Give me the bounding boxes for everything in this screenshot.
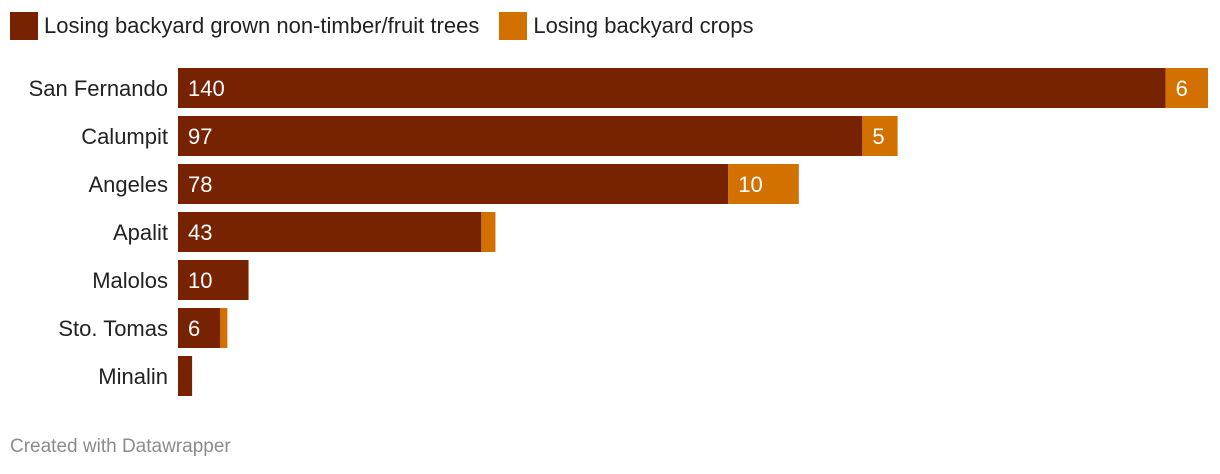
value-label-crops-angeles: 10 — [738, 172, 762, 197]
legend-label-trees: Losing backyard grown non-timber/fruit t… — [44, 13, 480, 38]
category-label-malolos: Malolos — [92, 268, 168, 293]
category-label-calumpit: Calumpit — [81, 124, 168, 149]
bar-crops-apalit — [481, 212, 496, 252]
chart-legend: Losing backyard grown non-timber/fruit t… — [10, 12, 773, 40]
bar-crops-calumpit — [862, 116, 898, 156]
legend-swatch-trees — [10, 12, 38, 40]
value-label-trees-angeles: 78 — [188, 172, 212, 197]
category-label-angeles: Angeles — [88, 172, 168, 197]
value-label-trees-malolos: 10 — [188, 268, 212, 293]
bar-crops-sto-tomas — [220, 308, 228, 348]
bar-trees-calumpit — [178, 116, 863, 156]
value-label-trees-sto-tomas: 6 — [188, 316, 200, 341]
category-label-apalit: Apalit — [113, 220, 168, 245]
legend-swatch-crops — [499, 12, 528, 40]
bar-trees-apalit — [178, 212, 482, 252]
stacked-bar-chart: San Fernando 140 6 Calumpit 97 5 Angeles 78 10 Ap… — [29, 68, 1208, 396]
value-label-trees-calumpit: 97 — [188, 124, 212, 149]
legend-item-trees: Losing backyard grown non-timber/fruit t… — [10, 12, 479, 40]
category-label-san-fernando: San Fernando — [29, 76, 168, 101]
legend-item-crops: Losing backyard crops — [499, 12, 753, 40]
bar-trees-angeles — [178, 164, 729, 204]
bar-trees-malolos — [178, 260, 249, 300]
datawrapper-credit: Created with Datawrapper — [10, 436, 231, 457]
category-label-sto-tomas: Sto. Tomas — [58, 316, 168, 341]
legend-label-crops: Losing backyard crops — [533, 13, 754, 38]
value-label-trees-apalit: 43 — [188, 220, 212, 245]
bar-trees-minalin — [178, 356, 193, 396]
bar-trees-sto-tomas — [178, 308, 221, 348]
category-label-minalin: Minalin — [98, 364, 168, 389]
bar-crops-angeles — [728, 164, 799, 204]
value-label-crops-calumpit: 5 — [872, 124, 884, 149]
value-label-trees-san-fernando: 140 — [188, 76, 225, 101]
bar-trees-san-fernando — [178, 68, 1166, 108]
value-label-crops-san-fernando: 6 — [1176, 76, 1188, 101]
bar-crops-san-fernando — [1165, 68, 1208, 108]
